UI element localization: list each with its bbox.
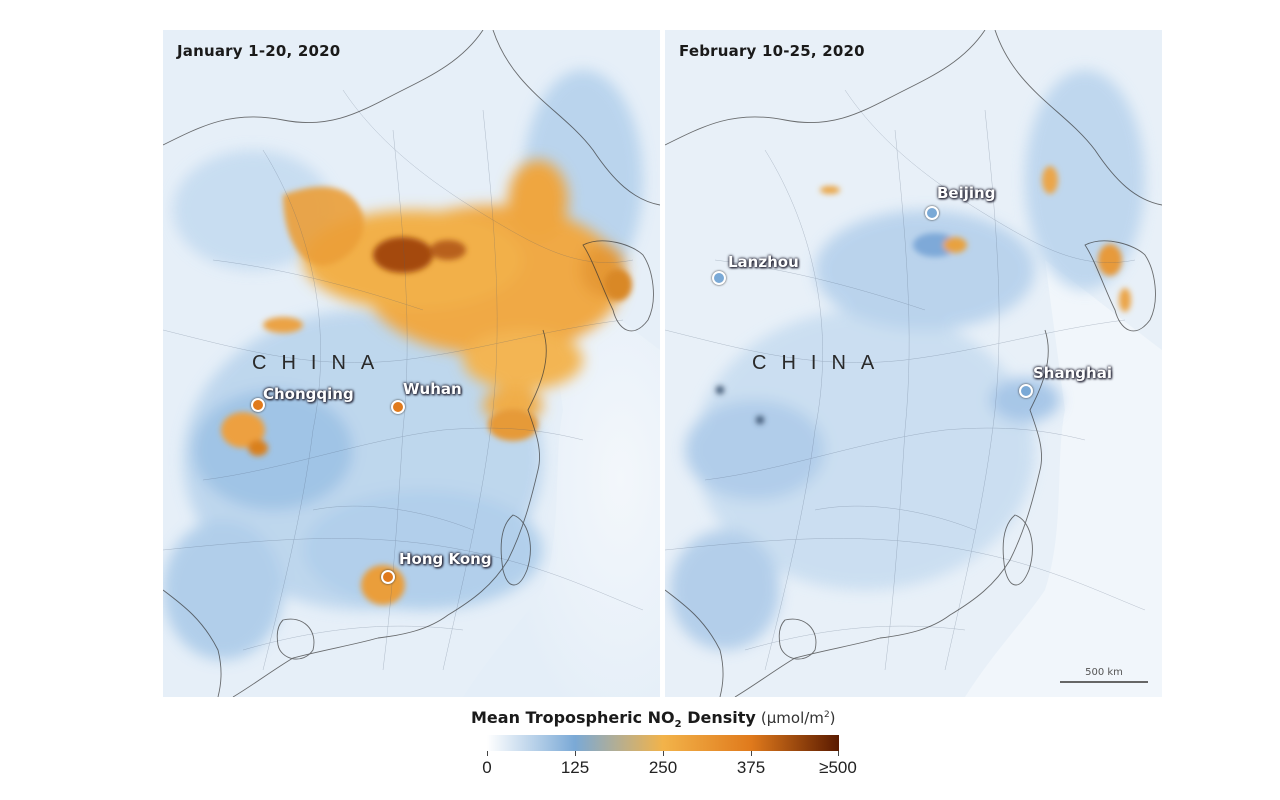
legend-tick xyxy=(751,751,752,756)
city-dot-icon xyxy=(381,570,395,584)
legend-tick-label: ≥500 xyxy=(819,758,857,777)
city-marker-wuhan: Wuhan xyxy=(391,380,462,414)
city-label: Wuhan xyxy=(403,380,462,398)
map-panel-february: February 10-25, 2020 CHINA Beijing Lanzh… xyxy=(665,30,1162,697)
legend-tick-label: 125 xyxy=(560,758,590,777)
legend-unit-close: ) xyxy=(829,709,836,727)
panel-title: February 10-25, 2020 xyxy=(679,42,865,60)
city-label: Lanzhou xyxy=(728,253,799,271)
legend-tick-label: 375 xyxy=(736,758,766,777)
no2-map-january xyxy=(163,30,660,697)
city-dot-icon xyxy=(1019,384,1033,398)
legend-title-main: Mean Tropospheric NO xyxy=(471,708,675,727)
city-marker-beijing: Beijing xyxy=(925,184,995,220)
scale-bar-line xyxy=(1060,681,1148,683)
map-panel-january: January 1-20, 2020 CHINA Chongqing Wuhan… xyxy=(163,30,660,697)
legend-tick xyxy=(663,751,664,756)
legend-tick-label: 0 xyxy=(482,758,492,777)
no2-map-february xyxy=(665,30,1162,697)
scale-bar-label: 500 km xyxy=(1085,667,1123,678)
city-marker-hong-kong: Hong Kong xyxy=(381,550,492,584)
city-label: Chongqing xyxy=(263,385,354,403)
city-dot-icon xyxy=(251,398,265,412)
city-dot-icon xyxy=(712,271,726,285)
legend-color-ramp xyxy=(487,735,839,751)
legend-tick-label: 250 xyxy=(648,758,678,777)
country-label-china: CHINA xyxy=(752,352,890,374)
legend-tick xyxy=(838,751,839,756)
legend-tick xyxy=(575,751,576,756)
scale-bar: 500 km xyxy=(1060,667,1148,683)
legend-title: Mean Tropospheric NO2 Density (µmol/m2) xyxy=(471,708,836,730)
legend-unit-superscript: 2 xyxy=(823,710,830,720)
legend-title-subscript: 2 xyxy=(674,719,682,731)
legend-title-suffix: Density xyxy=(681,708,756,727)
city-label: Hong Kong xyxy=(399,550,492,568)
city-marker-shanghai: Shanghai xyxy=(1019,364,1112,398)
city-dot-icon xyxy=(391,400,405,414)
country-label-china: CHINA xyxy=(252,352,390,374)
city-marker-chongqing: Chongqing xyxy=(251,385,354,412)
legend-unit: (µmol/m xyxy=(760,709,824,727)
panel-title: January 1-20, 2020 xyxy=(177,42,341,60)
city-marker-lanzhou: Lanzhou xyxy=(712,253,799,285)
legend-tick xyxy=(487,751,488,756)
city-dot-icon xyxy=(925,206,939,220)
city-label: Beijing xyxy=(937,184,996,202)
city-label: Shanghai xyxy=(1033,364,1112,382)
